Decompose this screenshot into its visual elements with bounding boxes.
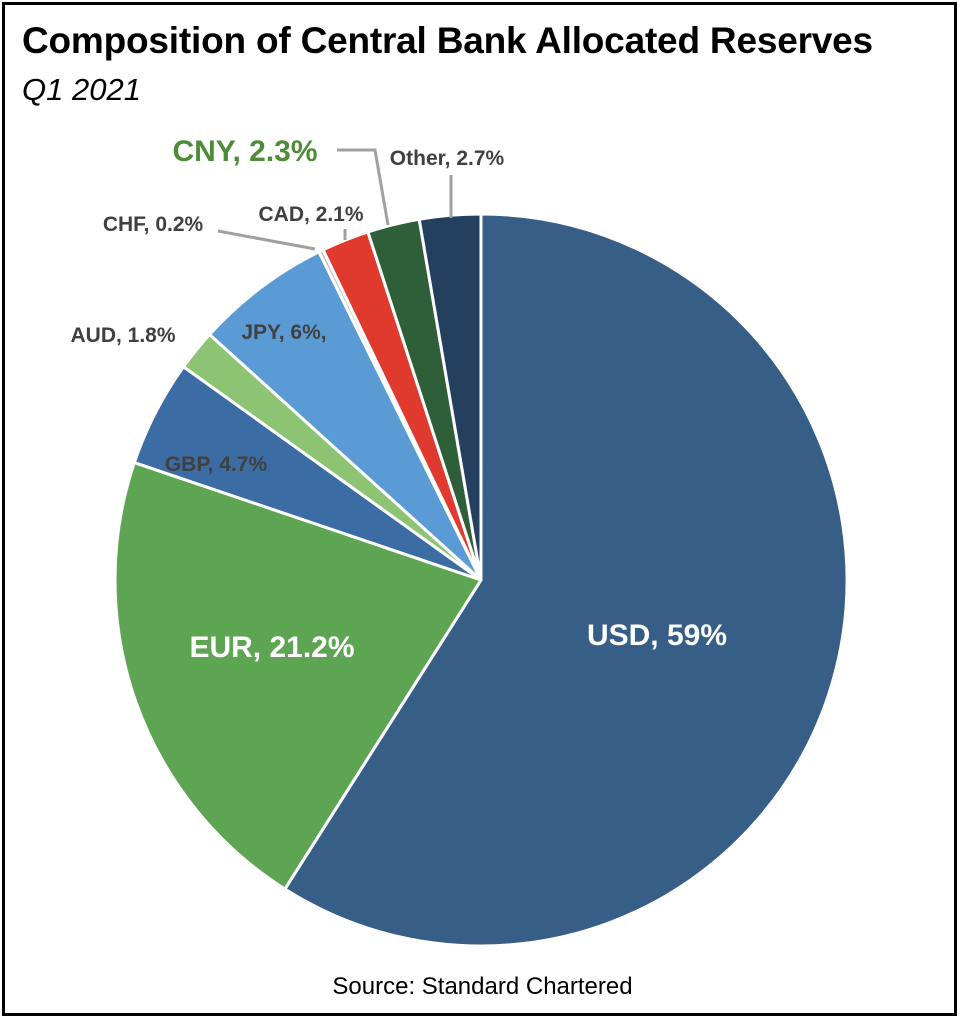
chart-subtitle: Q1 2021 xyxy=(22,72,141,107)
data-label-chf: CHF, 0.2% xyxy=(103,213,204,236)
data-label-eur: EUR, 21.2% xyxy=(189,631,354,664)
pie-slice-usd xyxy=(283,212,849,948)
chart-title: Composition of Central Bank Allocated Re… xyxy=(22,20,873,61)
chart-source: Source: Standard Chartered xyxy=(332,973,633,1000)
leader-line-chf xyxy=(217,229,316,251)
data-label-other: Other, 2.7% xyxy=(390,147,505,170)
data-label-cny: CNY, 2.3% xyxy=(172,135,317,168)
data-label-jpy: JPY, 6%, xyxy=(241,321,326,344)
data-label-gbp: GBP, 4.7% xyxy=(165,453,268,476)
data-label-cad: CAD, 2.1% xyxy=(258,203,363,226)
pie-slice-eur xyxy=(113,461,483,891)
leader-line-cny xyxy=(337,148,390,226)
data-label-usd: USD, 59% xyxy=(587,619,727,652)
data-label-aud: AUD, 1.8% xyxy=(70,324,175,347)
pie-slice-jpy xyxy=(208,250,483,582)
